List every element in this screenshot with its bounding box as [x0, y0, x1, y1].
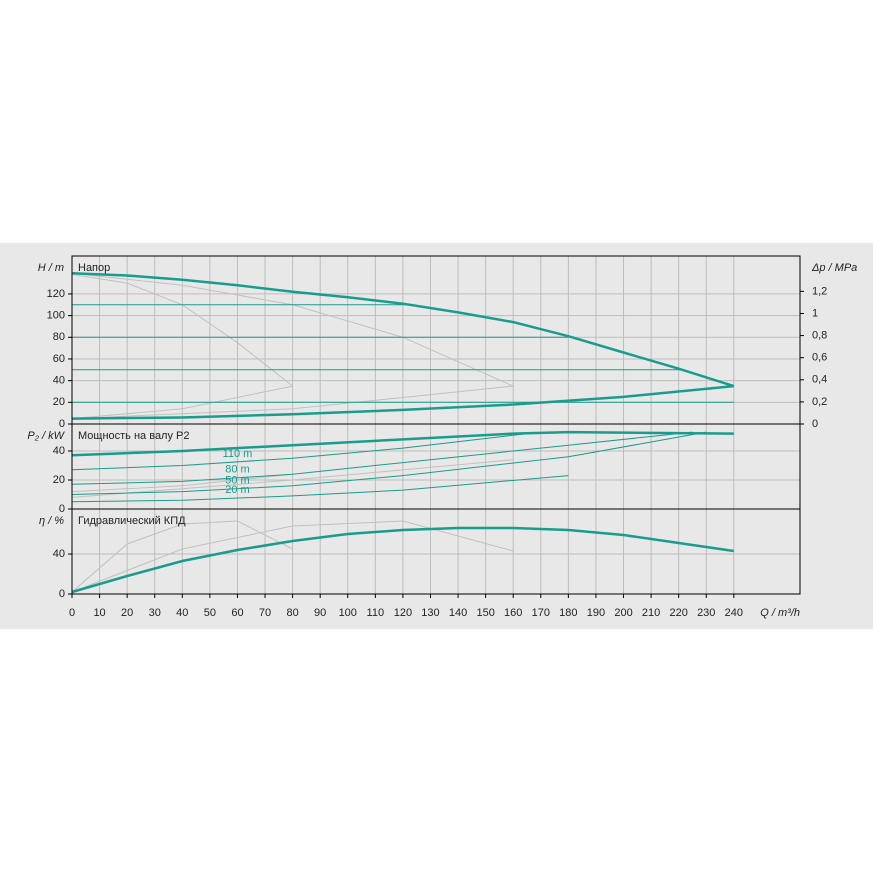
curve: [71, 526, 734, 594]
x-tick-label: 90: [314, 607, 326, 619]
x-tick-label: 190: [587, 607, 605, 619]
curve-label: 80 m: [225, 464, 249, 476]
x-tick-label: 50: [204, 607, 216, 619]
x-tick-label: 40: [176, 607, 188, 619]
x-tick-label: 60: [231, 607, 243, 619]
y2-axis-label: Δp / MPa: [811, 262, 857, 274]
curve-label: 20 m: [225, 484, 249, 496]
panel-title: Мощность на валу P2: [78, 430, 190, 442]
curve: [71, 520, 514, 593]
plot-frame: [71, 508, 801, 595]
y2-tick-label: 0,8: [812, 329, 827, 341]
y2-tick-label: 0: [812, 418, 818, 430]
x-tick-label: 70: [259, 607, 271, 619]
y2-tick-label: 1,2: [812, 285, 827, 297]
x-tick-label: 230: [697, 607, 715, 619]
y-tick-label: 60: [53, 353, 65, 365]
x-tick-label: 130: [421, 607, 439, 619]
curve: [71, 473, 293, 493]
curve: [71, 272, 735, 388]
curve-label: 110 m: [223, 448, 253, 460]
curve: [71, 459, 514, 498]
x-tick-label: 140: [449, 607, 467, 619]
curve: [71, 430, 734, 457]
panel-title: Напор: [78, 262, 110, 274]
chart-background: [0, 243, 873, 629]
panel-title: Гидравлический КПД: [78, 515, 186, 527]
y-tick-label: 40: [53, 375, 65, 387]
y2-tick-label: 0,6: [812, 352, 827, 364]
curve: [71, 385, 293, 420]
x-tick-label: 180: [559, 607, 577, 619]
x-tick-label: 240: [725, 607, 743, 619]
y-axis-label: η / %: [39, 515, 64, 527]
x-tick-label: 30: [149, 607, 161, 619]
x-tick-label: 80: [286, 607, 298, 619]
x-tick-label: 120: [394, 607, 412, 619]
x-tick-label: 20: [121, 607, 133, 619]
y-tick-label: 80: [53, 331, 65, 343]
curve: [71, 431, 693, 485]
y-tick-label: 40: [53, 445, 65, 457]
y2-tick-label: 1: [812, 307, 818, 319]
curve: [71, 475, 569, 503]
curve-label: 50 m: [225, 475, 249, 487]
y-tick-label: 0: [59, 418, 65, 430]
curve: [71, 385, 514, 420]
curve: [71, 520, 293, 593]
x-tick-label: 110: [367, 607, 385, 619]
x-axis-label: Q / m³/h: [760, 607, 800, 619]
y2-tick-label: 0,4: [812, 374, 827, 386]
y-tick-label: 100: [47, 310, 65, 322]
y2-tick-label: 0,2: [812, 396, 827, 408]
x-tick-label: 210: [642, 607, 660, 619]
y-axis-label: H / m: [38, 262, 64, 274]
x-tick-label: 150: [476, 607, 494, 619]
x-tick-label: 100: [339, 607, 357, 619]
y-tick-label: 40: [53, 548, 65, 560]
x-tick-label: 160: [504, 607, 522, 619]
curve: [71, 431, 707, 495]
y-tick-label: 0: [59, 503, 65, 515]
x-tick-label: 10: [93, 607, 105, 619]
x-tick-label: 220: [669, 607, 687, 619]
curve: [71, 384, 734, 420]
x-tick-label: 170: [532, 607, 550, 619]
x-tick-label: 200: [614, 607, 632, 619]
y-axis-label: P₂ / kW: [27, 430, 65, 442]
y-tick-label: 0: [59, 588, 65, 600]
y-tick-label: 20: [53, 474, 65, 486]
y-tick-label: 120: [47, 288, 65, 300]
y-tick-label: 20: [53, 396, 65, 408]
x-tick-label: 0: [69, 607, 75, 619]
